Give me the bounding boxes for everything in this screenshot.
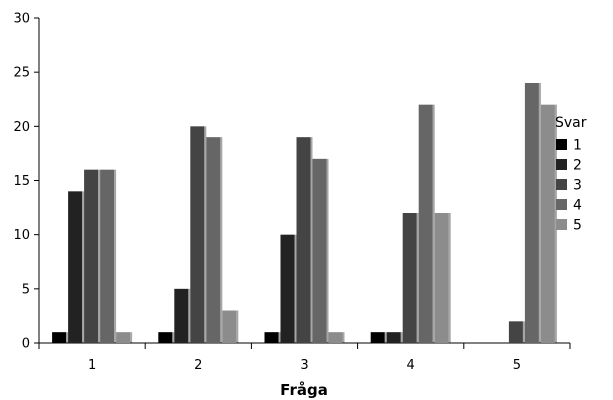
bar-edge bbox=[236, 310, 239, 343]
legend-label: 2 bbox=[573, 158, 582, 174]
bar-q3-svar3 bbox=[296, 137, 311, 343]
bar-edge bbox=[130, 332, 133, 343]
bar-edge bbox=[172, 332, 175, 343]
legend: Svar 1 2 3 4 5 bbox=[555, 115, 587, 234]
bar-q4-svar5 bbox=[434, 213, 449, 343]
bar-q4-svar3 bbox=[402, 213, 417, 343]
bar-q4-svar4 bbox=[418, 104, 433, 344]
legend-label: 4 bbox=[573, 198, 582, 214]
bar-edge bbox=[114, 169, 117, 343]
bar-q1-svar5 bbox=[116, 332, 131, 343]
x-tick-label: 4 bbox=[407, 358, 415, 373]
bar-edge bbox=[448, 213, 451, 343]
bar-q5-svar3 bbox=[508, 321, 523, 343]
legend-swatch bbox=[556, 139, 567, 150]
x-tick-label: 3 bbox=[300, 358, 308, 373]
y-tick-label: 0 bbox=[22, 337, 30, 352]
bar-q2-svar2 bbox=[174, 288, 189, 343]
bar-edge bbox=[220, 137, 223, 343]
bar-edge bbox=[188, 288, 191, 343]
y-tick-label: 25 bbox=[13, 66, 30, 81]
bar-q5-svar5 bbox=[540, 104, 555, 344]
bar-edge bbox=[400, 332, 403, 343]
bar-q1-svar2 bbox=[68, 191, 83, 343]
x-tick-label: 1 bbox=[88, 358, 96, 373]
bar-q3-svar1 bbox=[264, 332, 279, 343]
legend-swatch bbox=[556, 159, 567, 170]
bar-q2-svar3 bbox=[190, 126, 205, 343]
bar-edge bbox=[326, 158, 329, 343]
bar-edge bbox=[342, 332, 345, 343]
y-axis: 0 5 10 15 20 25 30 bbox=[13, 12, 40, 352]
x-axis-title: Fråga bbox=[280, 381, 328, 399]
bar-edge bbox=[432, 104, 435, 344]
x-tick-label: 2 bbox=[194, 358, 202, 373]
legend-label: 5 bbox=[573, 218, 582, 234]
y-tick-label: 5 bbox=[22, 282, 30, 297]
bars bbox=[52, 83, 557, 344]
legend-label: 3 bbox=[573, 178, 582, 194]
bar-q1-svar4 bbox=[100, 169, 115, 343]
bar-q1-svar3 bbox=[84, 169, 99, 343]
bar-edge bbox=[310, 137, 313, 343]
legend-label: 1 bbox=[573, 138, 582, 154]
bar-edge bbox=[522, 321, 525, 343]
bar-q5-svar4 bbox=[524, 83, 539, 343]
y-tick-label: 30 bbox=[13, 12, 30, 27]
bar-q3-svar4 bbox=[312, 158, 327, 343]
bar-q2-svar1 bbox=[158, 332, 173, 343]
bar-edge bbox=[66, 332, 69, 343]
bar-edge bbox=[278, 332, 281, 343]
x-axis: 1 2 3 4 5 bbox=[38, 342, 571, 373]
bar-q4-svar2 bbox=[386, 332, 401, 343]
legend-title: Svar bbox=[555, 115, 587, 131]
legend-swatch bbox=[556, 219, 567, 230]
y-tick-label: 10 bbox=[13, 228, 30, 243]
bar-q2-svar4 bbox=[206, 137, 221, 343]
x-tick-label: 5 bbox=[513, 358, 521, 373]
bar-q2-svar5 bbox=[222, 310, 237, 343]
bar-edge bbox=[554, 104, 557, 344]
legend-swatch bbox=[556, 179, 567, 190]
legend-swatch bbox=[556, 199, 567, 210]
y-tick-label: 20 bbox=[13, 120, 30, 135]
bar-edge bbox=[538, 83, 541, 343]
bar-edge bbox=[294, 234, 297, 343]
bar-edge bbox=[204, 126, 207, 343]
bar-edge bbox=[384, 332, 387, 343]
bar-q4-svar1 bbox=[370, 332, 385, 343]
bar-edge bbox=[82, 191, 85, 343]
y-tick-label: 15 bbox=[13, 174, 30, 189]
bar-q1-svar1 bbox=[52, 332, 67, 343]
bar-edge bbox=[416, 213, 419, 343]
bar-q3-svar5 bbox=[328, 332, 343, 343]
bar-edge bbox=[98, 169, 101, 343]
bar-q3-svar2 bbox=[280, 234, 295, 343]
